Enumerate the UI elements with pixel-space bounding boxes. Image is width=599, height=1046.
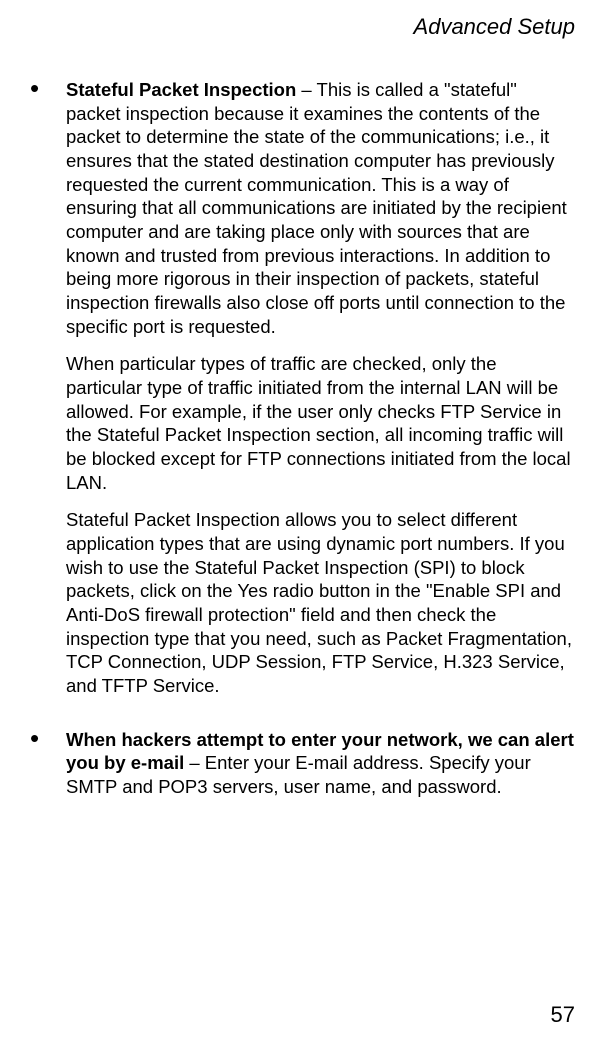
bullet-para: When hackers attempt to enter your netwo… [66,728,575,799]
bullet-after-title: – This is called a "stateful" packet ins… [66,79,567,337]
page-header: Advanced Setup [24,14,575,40]
bullet-title: Stateful Packet Inspection [66,79,296,100]
bullet-body: Stateful Packet Inspection – This is cal… [66,78,575,712]
bullet-item: • Stateful Packet Inspection – This is c… [24,78,575,712]
page: Advanced Setup • Stateful Packet Inspect… [0,0,599,1046]
bullet-para: When particular types of traffic are che… [66,352,575,494]
bullet-dot-icon: • [24,728,66,813]
bullet-para: Stateful Packet Inspection – This is cal… [66,78,575,338]
bullet-item: • When hackers attempt to enter your net… [24,728,575,813]
page-number: 57 [551,1002,575,1028]
bullet-dot-icon: • [24,78,66,712]
bullet-para: Stateful Packet Inspection allows you to… [66,508,575,697]
bullet-body: When hackers attempt to enter your netwo… [66,728,575,813]
